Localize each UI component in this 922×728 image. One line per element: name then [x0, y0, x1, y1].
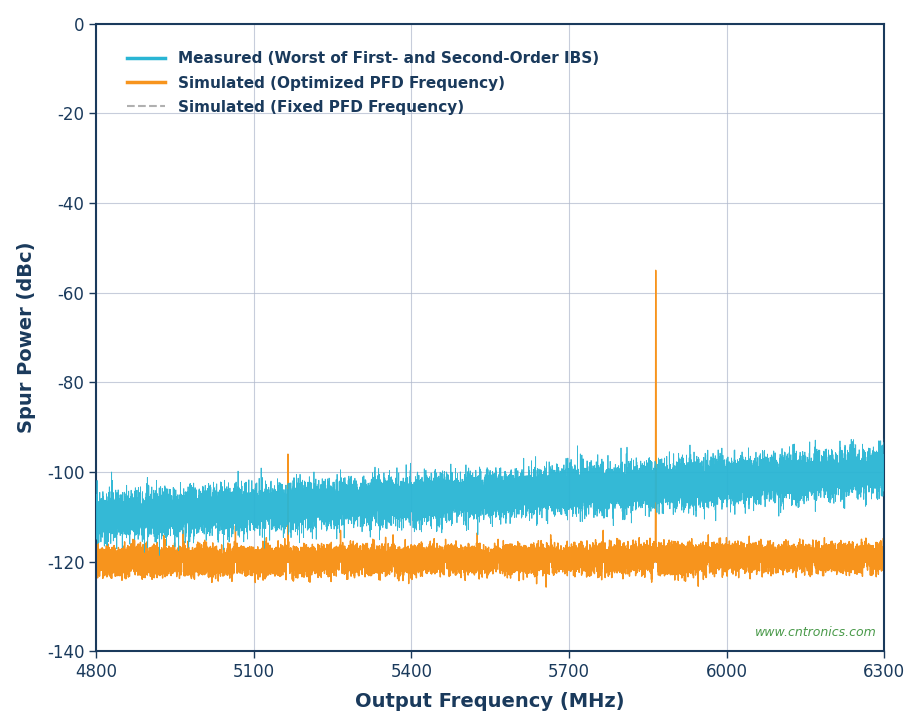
X-axis label: Output Frequency (MHz): Output Frequency (MHz) [356, 692, 625, 711]
Text: www.cntronics.com: www.cntronics.com [754, 626, 877, 639]
Legend: Measured (Worst of First- and Second-Order IBS), Simulated (Optimized PFD Freque: Measured (Worst of First- and Second-Ord… [120, 44, 607, 122]
Y-axis label: Spur Power (dBc): Spur Power (dBc) [17, 242, 36, 433]
